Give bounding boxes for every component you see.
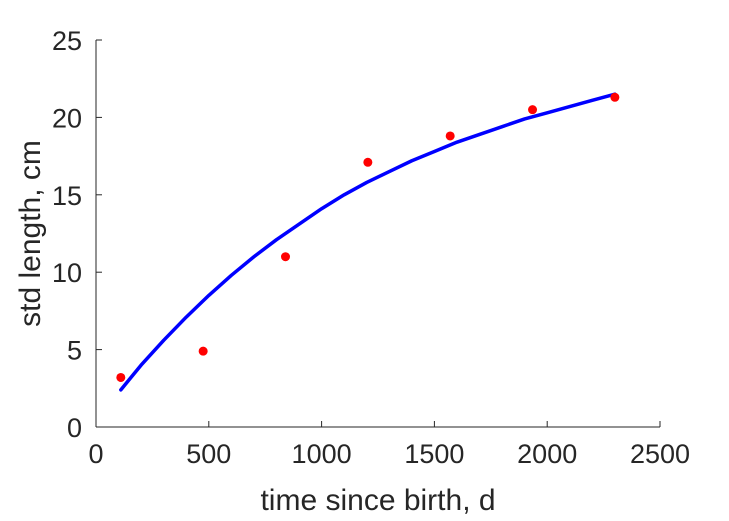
- y-tick-label: 15: [52, 181, 82, 211]
- y-tick-label: 25: [52, 26, 82, 56]
- x-tick-label: 2000: [517, 439, 577, 469]
- y-tick-label: 5: [67, 336, 82, 366]
- data-point: [116, 372, 126, 382]
- x-tick-label: 1500: [404, 439, 464, 469]
- data-point: [445, 131, 455, 141]
- data-point: [610, 92, 620, 102]
- data-point: [363, 157, 373, 167]
- data-point: [198, 346, 208, 356]
- fit-curve-line: [119, 92, 617, 392]
- x-tick-label: 1000: [292, 439, 352, 469]
- y-axis-title: std length, cm: [14, 140, 47, 327]
- x-tick-label: 0: [88, 439, 103, 469]
- x-tick-label: 500: [186, 439, 231, 469]
- y-tick-label: 0: [67, 413, 82, 443]
- x-axis-title: time since birth, d: [260, 484, 495, 517]
- y-tick-label: 10: [52, 258, 82, 288]
- data-point: [528, 105, 538, 115]
- series-layer: [116, 92, 620, 392]
- data-point: [281, 252, 291, 262]
- axes-layer: 0 500 1000 1500 2000 2500 0 5 10 15 20 25: [52, 26, 690, 469]
- y-tick-label: 20: [52, 103, 82, 133]
- x-tick-label: 2500: [630, 439, 690, 469]
